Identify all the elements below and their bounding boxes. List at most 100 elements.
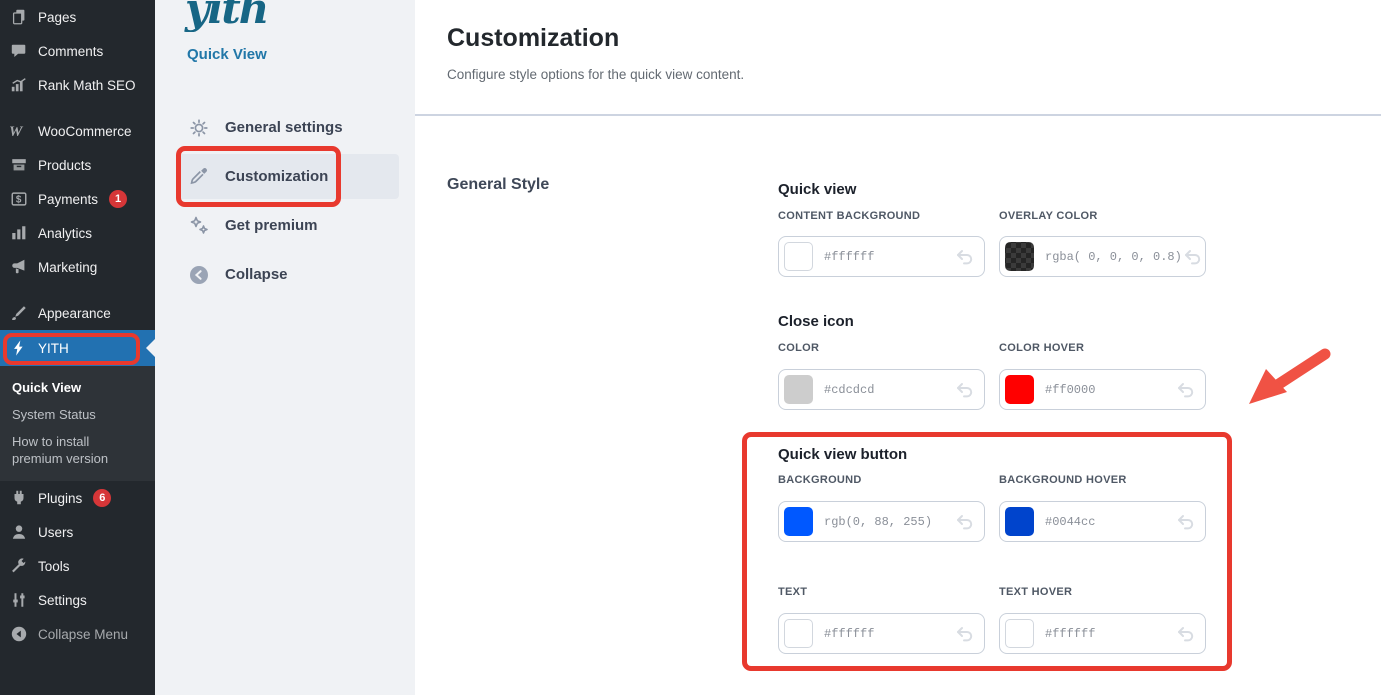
menu-item-rank-math-seo[interactable]: Rank Math SEO [0,68,155,102]
payments-icon: $ [9,189,29,209]
color-swatch[interactable] [1005,242,1034,271]
reset-icon[interactable] [1182,246,1204,268]
menu-separator [0,102,155,114]
menu-item-settings[interactable]: Settings [0,583,155,617]
button-background-hover-picker[interactable]: #0044cc [999,501,1206,542]
reset-icon[interactable] [1175,623,1197,645]
current-menu-notch [146,339,155,357]
menu-item-comments[interactable]: Comments [0,34,155,68]
button-text-picker[interactable]: #ffffff [778,613,985,654]
color-swatch[interactable] [1005,507,1034,536]
close-icon-color-picker[interactable]: #cdcdcd [778,369,985,410]
menu-item-yith[interactable]: YITH [0,330,155,366]
color-swatch[interactable] [784,242,813,271]
menu-label: Settings [38,592,87,608]
plugin-tab-get-premium[interactable]: Get premium [155,201,415,250]
plugin-tab-customization[interactable]: Customization [155,152,415,201]
menu-label: Marketing [38,259,98,275]
menu-item-appearance[interactable]: Appearance [0,296,155,330]
color-value[interactable]: #ffffff [824,626,875,641]
active-tab-highlight [177,154,399,199]
color-value[interactable]: rgb(0, 88, 255) [824,514,933,529]
submenu-item-quick-view[interactable]: Quick View [12,380,82,395]
color-swatch[interactable] [784,619,813,648]
wp-admin-menu: Pages Comments Rank Math SEO W WooCommer… [0,0,155,695]
color-value[interactable]: #ffffff [1045,626,1096,641]
menu-item-marketing[interactable]: Marketing [0,250,155,284]
annotation-arrow [1249,348,1331,404]
menu-item-users[interactable]: Users [0,515,155,549]
plugin-tab-label: Get premium [225,217,318,234]
analytics-icon [9,223,29,243]
field-label: BACKGROUND HOVER [999,474,1127,486]
plugin-menu: General settings Customization Get premi… [155,103,415,299]
menu-item-plugins[interactable]: Plugins 6 [0,481,155,515]
button-background-picker[interactable]: rgb(0, 88, 255) [778,501,985,542]
group-title-close-icon: Close icon [778,313,854,330]
payments-count-badge: 1 [109,190,128,208]
field-label: TEXT [778,586,808,598]
menu-item-analytics[interactable]: Analytics [0,216,155,250]
color-swatch[interactable] [1005,619,1034,648]
reset-icon[interactable] [1175,379,1197,401]
users-icon [9,522,29,542]
reset-icon[interactable] [954,623,976,645]
plugin-tab-label: Collapse [225,266,288,283]
plugin-name: Quick View [187,46,267,63]
reset-icon[interactable] [954,511,976,533]
color-value[interactable]: rgba( 0, 0, 0, 0.8) [1045,249,1182,264]
field-label: BACKGROUND [778,474,862,486]
overlay-color-picker[interactable]: rgba( 0, 0, 0, 0.8) [999,236,1206,277]
color-value[interactable]: #cdcdcd [824,382,875,397]
header-divider [415,114,1381,116]
submenu-item-system-status[interactable]: System Status [12,407,96,422]
plugin-tab-collapse[interactable]: Collapse [155,250,415,299]
menu-item-woocommerce[interactable]: W WooCommerce [0,114,155,148]
menu-item-products[interactable]: Products [0,148,155,182]
tools-icon [9,556,29,576]
button-text-hover-picker[interactable]: #ffffff [999,613,1206,654]
field-label: COLOR HOVER [999,342,1085,354]
yith-bolt-icon [9,338,29,358]
menu-label: Comments [38,43,104,59]
comments-icon [9,41,29,61]
reset-icon[interactable] [1175,511,1197,533]
plugins-count-badge: 6 [93,489,112,507]
collapse-circle-icon [187,263,211,287]
menu-item-tools[interactable]: Tools [0,549,155,583]
reset-icon[interactable] [954,379,976,401]
reset-icon[interactable] [954,246,976,268]
yith-logo: yith [185,0,269,32]
menu-item-payments[interactable]: $ Payments 1 [0,182,155,216]
menu-label: YITH [38,340,69,356]
color-value[interactable]: #ffffff [824,249,875,264]
collapse-arrow-icon [9,624,29,644]
close-icon-color-hover-picker[interactable]: #ff0000 [999,369,1206,410]
submenu-item-how-to-install[interactable]: How to install premium version [12,434,109,466]
color-swatch[interactable] [784,375,813,404]
page-subtitle: Configure style options for the quick vi… [447,67,745,82]
eyedropper-icon [187,165,211,189]
section-label: General Style [447,176,550,193]
plugin-tab-label: General settings [225,119,343,136]
customization-panel: Customization Configure style options fo… [415,0,1381,695]
sparkles-icon [187,214,211,238]
color-value[interactable]: #0044cc [1045,514,1096,529]
appearance-icon [9,303,29,323]
color-swatch[interactable] [784,507,813,536]
settings-icon [9,590,29,610]
marketing-icon [9,257,29,277]
menu-label: WooCommerce [38,123,132,139]
content-background-picker[interactable]: #ffffff [778,236,985,277]
menu-item-collapse[interactable]: Collapse Menu [0,617,155,651]
menu-item-pages[interactable]: Pages [0,0,155,34]
color-swatch[interactable] [1005,375,1034,404]
color-value[interactable]: #ff0000 [1045,382,1096,397]
plugin-tab-general-settings[interactable]: General settings [155,103,415,152]
woocommerce-icon: W [9,121,29,141]
plugin-tab-label: Customization [225,168,329,185]
menu-label: Appearance [38,305,111,321]
menu-label: Plugins [38,490,83,506]
menu-separator [0,284,155,296]
field-label: OVERLAY COLOR [999,210,1098,222]
